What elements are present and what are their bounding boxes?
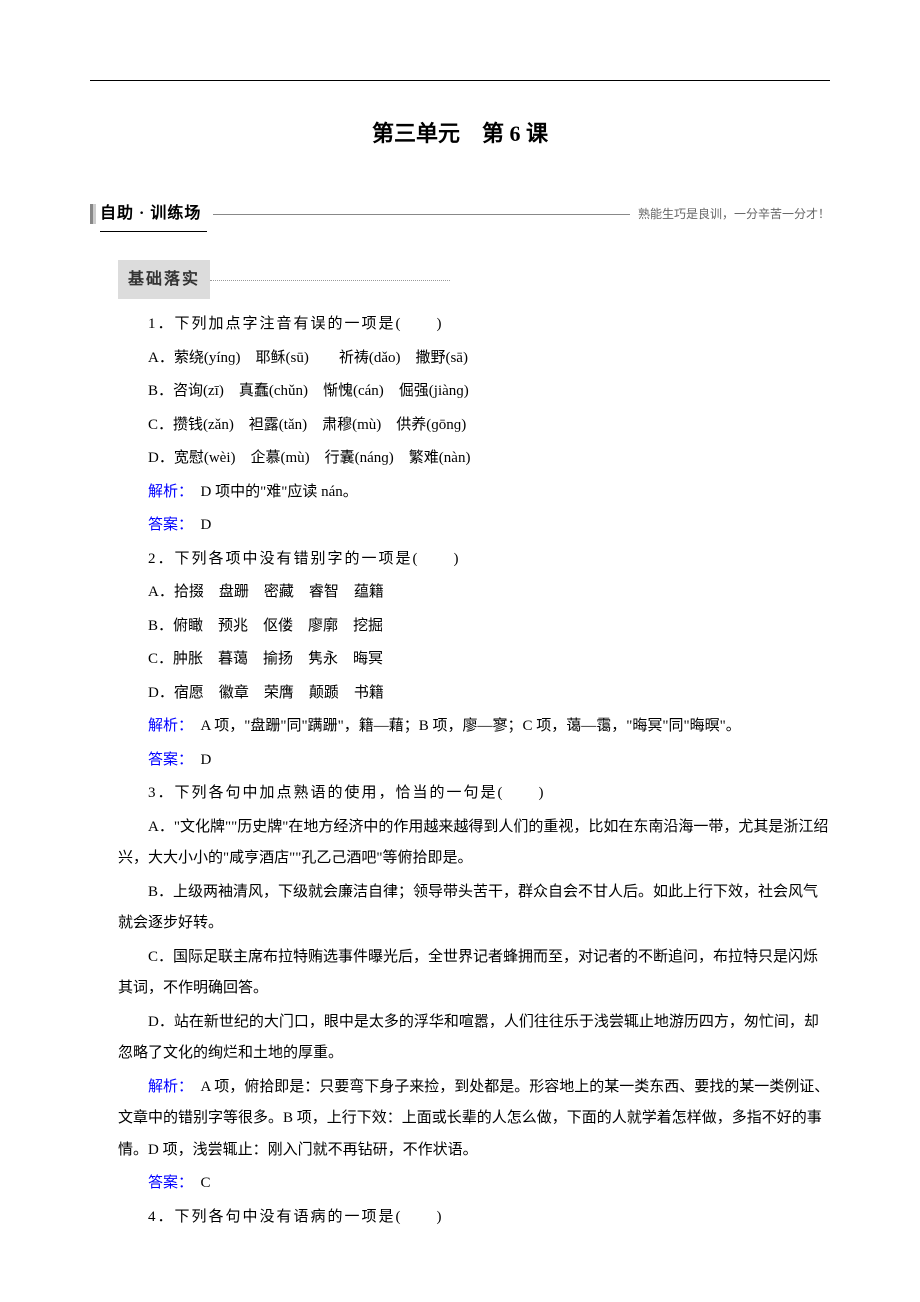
q2-explanation-text: A 项，"盘跚"同"蹒跚"，籍—藉；B 项，廖—寥；C 项，蔼—霭，"晦冥"同"… — [186, 718, 741, 734]
page-title: 第三单元 第 6 课 — [90, 111, 830, 157]
section-bar-label: 自助 · 训练场 — [100, 197, 207, 232]
sub-header-box: 基础落实 — [118, 260, 210, 300]
q3-option-d: D．站在新世纪的大门口，眼中是太多的浮华和喧嚣，人们往往乐于浅尝辄止地游历四方，… — [118, 1007, 830, 1070]
top-horizontal-rule — [90, 80, 830, 81]
q1-option-c: C．攒钱(zǎn) 袒露(tǎn) 肃穆(mù) 供养(ɡōnɡ) — [118, 410, 830, 442]
q3-explanation-text: A 项，俯拾即是：只要弯下身子来捡，到处都是。形容地上的某一类东西、要找的某一类… — [118, 1079, 829, 1158]
section-bar: 自助 · 训练场 熟能生巧是良训，一分辛苦一分才！ — [90, 197, 830, 232]
q2-answer-label: 答案： — [148, 752, 186, 768]
q3-stem: 3．下列各句中加点熟语的使用，恰当的一句是( ) — [118, 778, 830, 810]
q1-answer-text: D — [186, 517, 212, 533]
q2-option-b: B．俯瞰 预兆 伛偻 廖廓 挖掘 — [118, 611, 830, 643]
q3-explanation-label: 解析： — [148, 1079, 186, 1095]
section-bar-mark-icon — [90, 204, 96, 224]
q2-answer: 答案： D — [118, 745, 830, 777]
q3-option-a: A．"文化牌""历史牌"在地方经济中的作用越来越得到人们的重视，比如在东南沿海一… — [118, 812, 830, 875]
q2-option-a: A．拾掇 盘跚 密藏 睿智 蕴籍 — [118, 577, 830, 609]
q3-answer-label: 答案： — [148, 1175, 186, 1191]
q1-stem: 1．下列加点字注音有误的一项是( ) — [118, 309, 830, 341]
q1-explanation-text: D 项中的"难"应读 nán。 — [186, 484, 358, 500]
q1-explanation-label: 解析： — [148, 484, 186, 500]
q1-explanation: 解析： D 项中的"难"应读 nán。 — [118, 477, 830, 509]
q3-answer-text: C — [186, 1175, 211, 1191]
q2-explanation-label: 解析： — [148, 718, 186, 734]
q2-answer-text: D — [186, 752, 212, 768]
section-bar-motto: 熟能生巧是良训，一分辛苦一分才！ — [630, 202, 830, 227]
q2-stem: 2．下列各项中没有错别字的一项是( ) — [118, 544, 830, 576]
q3-option-b: B．上级两袖清风，下级就会廉洁自律；领导带头苦干，群众自会不甘人后。如此上行下效… — [118, 877, 830, 940]
q4-stem: 4．下列各句中没有语病的一项是( ) — [118, 1202, 830, 1234]
q3-answer: 答案： C — [118, 1168, 830, 1200]
q3-explanation: 解析： A 项，俯拾即是：只要弯下身子来捡，到处都是。形容地上的某一类东西、要找… — [118, 1072, 830, 1167]
q1-option-d: D．宽慰(wèi) 企慕(mù) 行囊(nánɡ) 繁难(nàn) — [118, 443, 830, 475]
q3-option-c: C．国际足联主席布拉特贿选事件曝光后，全世界记者蜂拥而至，对记者的不断追问，布拉… — [118, 942, 830, 1005]
q1-answer-label: 答案： — [148, 517, 186, 533]
q2-option-d: D．宿愿 徽章 荣膺 颠踬 书籍 — [118, 678, 830, 710]
q2-option-c: C．肿胀 暮蔼 揄扬 隽永 晦冥 — [118, 644, 830, 676]
q1-answer: 答案： D — [118, 510, 830, 542]
q1-option-b: B．咨询(zī) 真蠢(chǔn) 惭愧(cán) 倔强(jiànɡ) — [118, 376, 830, 408]
q2-explanation: 解析： A 项，"盘跚"同"蹒跚"，籍—藉；B 项，廖—寥；C 项，蔼—霭，"晦… — [118, 711, 830, 743]
sub-header-dotline — [210, 280, 450, 281]
sub-header: 基础落实 — [118, 260, 830, 300]
q1-option-a: A．萦绕(yínɡ) 耶稣(sū) 祈祷(dǎo) 撒野(sā) — [118, 343, 830, 375]
content-body: 基础落实 1．下列加点字注音有误的一项是( ) A．萦绕(yínɡ) 耶稣(sū… — [90, 260, 830, 1234]
section-bar-rule — [213, 214, 630, 215]
